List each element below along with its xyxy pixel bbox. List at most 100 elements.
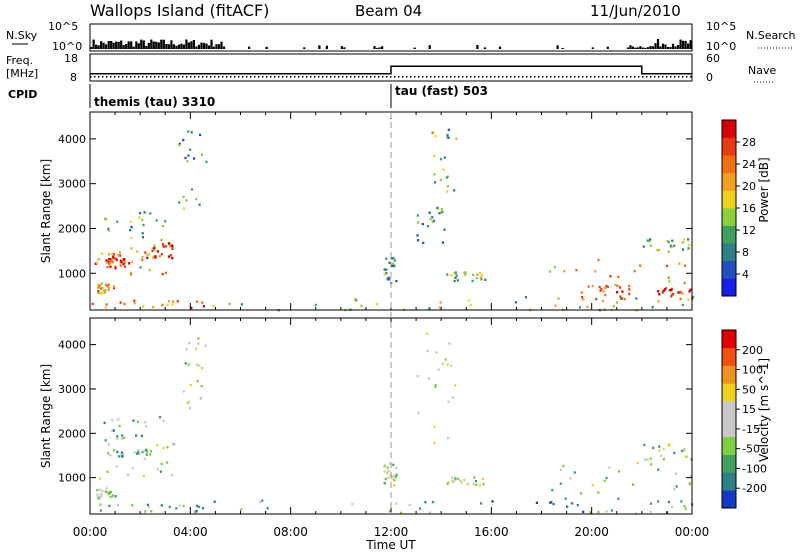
data-cell <box>668 280 671 283</box>
data-cell <box>188 406 192 410</box>
data-cell <box>386 471 389 474</box>
data-cell <box>438 306 441 309</box>
nsky-bar <box>641 47 644 49</box>
nsky-bar <box>172 44 175 49</box>
data-cell <box>463 271 466 274</box>
data-cell <box>436 206 439 210</box>
data-cell <box>149 212 152 215</box>
data-cell <box>390 257 393 260</box>
data-cell <box>141 236 145 239</box>
data-cell <box>683 281 686 285</box>
data-cell <box>476 273 479 276</box>
data-cell <box>383 273 386 276</box>
data-cell <box>107 287 110 290</box>
power-data-cells <box>91 128 695 312</box>
x-tick-label: 08:00 <box>273 525 308 539</box>
data-cell <box>564 497 567 500</box>
cpid-label: CPID <box>8 88 37 101</box>
colorbar-segment <box>722 436 736 455</box>
data-cell <box>166 446 169 449</box>
colorbar-tick-label: 16 <box>742 202 756 215</box>
nsky-bar <box>155 41 158 49</box>
nsky-bar <box>90 47 93 49</box>
data-cell <box>122 262 125 266</box>
data-cell <box>437 368 440 371</box>
data-cell <box>99 287 102 290</box>
data-cell <box>479 271 482 275</box>
nsky-bar <box>117 41 120 49</box>
data-cell <box>464 271 467 274</box>
data-cell <box>428 307 431 310</box>
data-cell <box>196 379 199 383</box>
data-cell <box>119 259 122 262</box>
nsky-bar <box>190 41 193 49</box>
data-cell <box>603 479 606 483</box>
data-cell <box>433 425 436 429</box>
data-cell <box>677 291 680 294</box>
nsky-bar <box>120 40 123 49</box>
data-cell <box>432 131 435 134</box>
data-cell <box>424 501 427 504</box>
data-cell <box>105 487 108 490</box>
colorbar-tick-label: 28 <box>742 136 756 149</box>
nsky-bar <box>220 41 223 49</box>
data-cell <box>168 505 171 509</box>
data-cell <box>107 227 110 230</box>
data-cell <box>416 214 419 217</box>
data-cell <box>156 467 159 471</box>
power-colorbar-label: Power [dB] <box>757 157 771 222</box>
data-cell <box>446 482 449 486</box>
data-cell <box>675 472 678 475</box>
data-cell <box>393 259 396 262</box>
data-cell <box>353 297 356 300</box>
data-cell <box>129 228 132 232</box>
colorbar-tick-label: 200 <box>742 344 763 357</box>
nsky-bar <box>561 47 564 49</box>
data-cell <box>453 272 456 275</box>
nsky-bar <box>132 46 135 49</box>
data-cell <box>202 305 205 308</box>
data-cell <box>416 374 419 378</box>
data-cell <box>428 511 431 514</box>
data-cell <box>587 285 590 288</box>
data-cell <box>97 258 100 261</box>
data-cell <box>688 290 691 293</box>
data-cell <box>147 253 150 256</box>
data-cell <box>116 503 119 507</box>
data-cell <box>658 248 661 252</box>
data-cell <box>553 265 557 269</box>
data-cell <box>435 351 438 354</box>
nsky-bar <box>636 47 639 49</box>
data-cell <box>394 476 397 479</box>
data-cell <box>107 288 110 292</box>
colorbar-segment <box>722 383 736 402</box>
data-cell <box>104 283 108 287</box>
data-cell <box>688 243 691 247</box>
data-cell <box>172 300 175 303</box>
data-cell <box>628 288 631 291</box>
nsky-bar <box>413 47 416 49</box>
data-cell <box>115 465 118 468</box>
nsky-bar <box>591 47 594 49</box>
data-cell <box>139 211 142 215</box>
data-cell <box>132 419 135 422</box>
time-axis: 00:00 04:00 08:00 12:00 16:00 20:00 00:00 <box>73 525 710 539</box>
data-cell <box>662 289 665 292</box>
data-cell <box>440 208 443 211</box>
nsearch-label: N.Search <box>746 29 796 42</box>
data-cell <box>112 252 115 256</box>
nsky-tick-bottom: 10^0 <box>52 40 82 53</box>
data-cell <box>136 449 139 452</box>
colorbar-segment <box>722 490 736 509</box>
data-cell <box>491 500 494 503</box>
data-cell <box>431 500 435 504</box>
data-cell <box>198 203 201 206</box>
data-cell <box>111 253 114 256</box>
data-cell <box>681 241 684 244</box>
data-cell <box>146 253 149 257</box>
data-cell <box>133 299 136 302</box>
data-cell <box>105 259 108 262</box>
data-cell <box>617 497 620 500</box>
data-cell <box>195 197 198 201</box>
data-cell <box>399 511 403 515</box>
